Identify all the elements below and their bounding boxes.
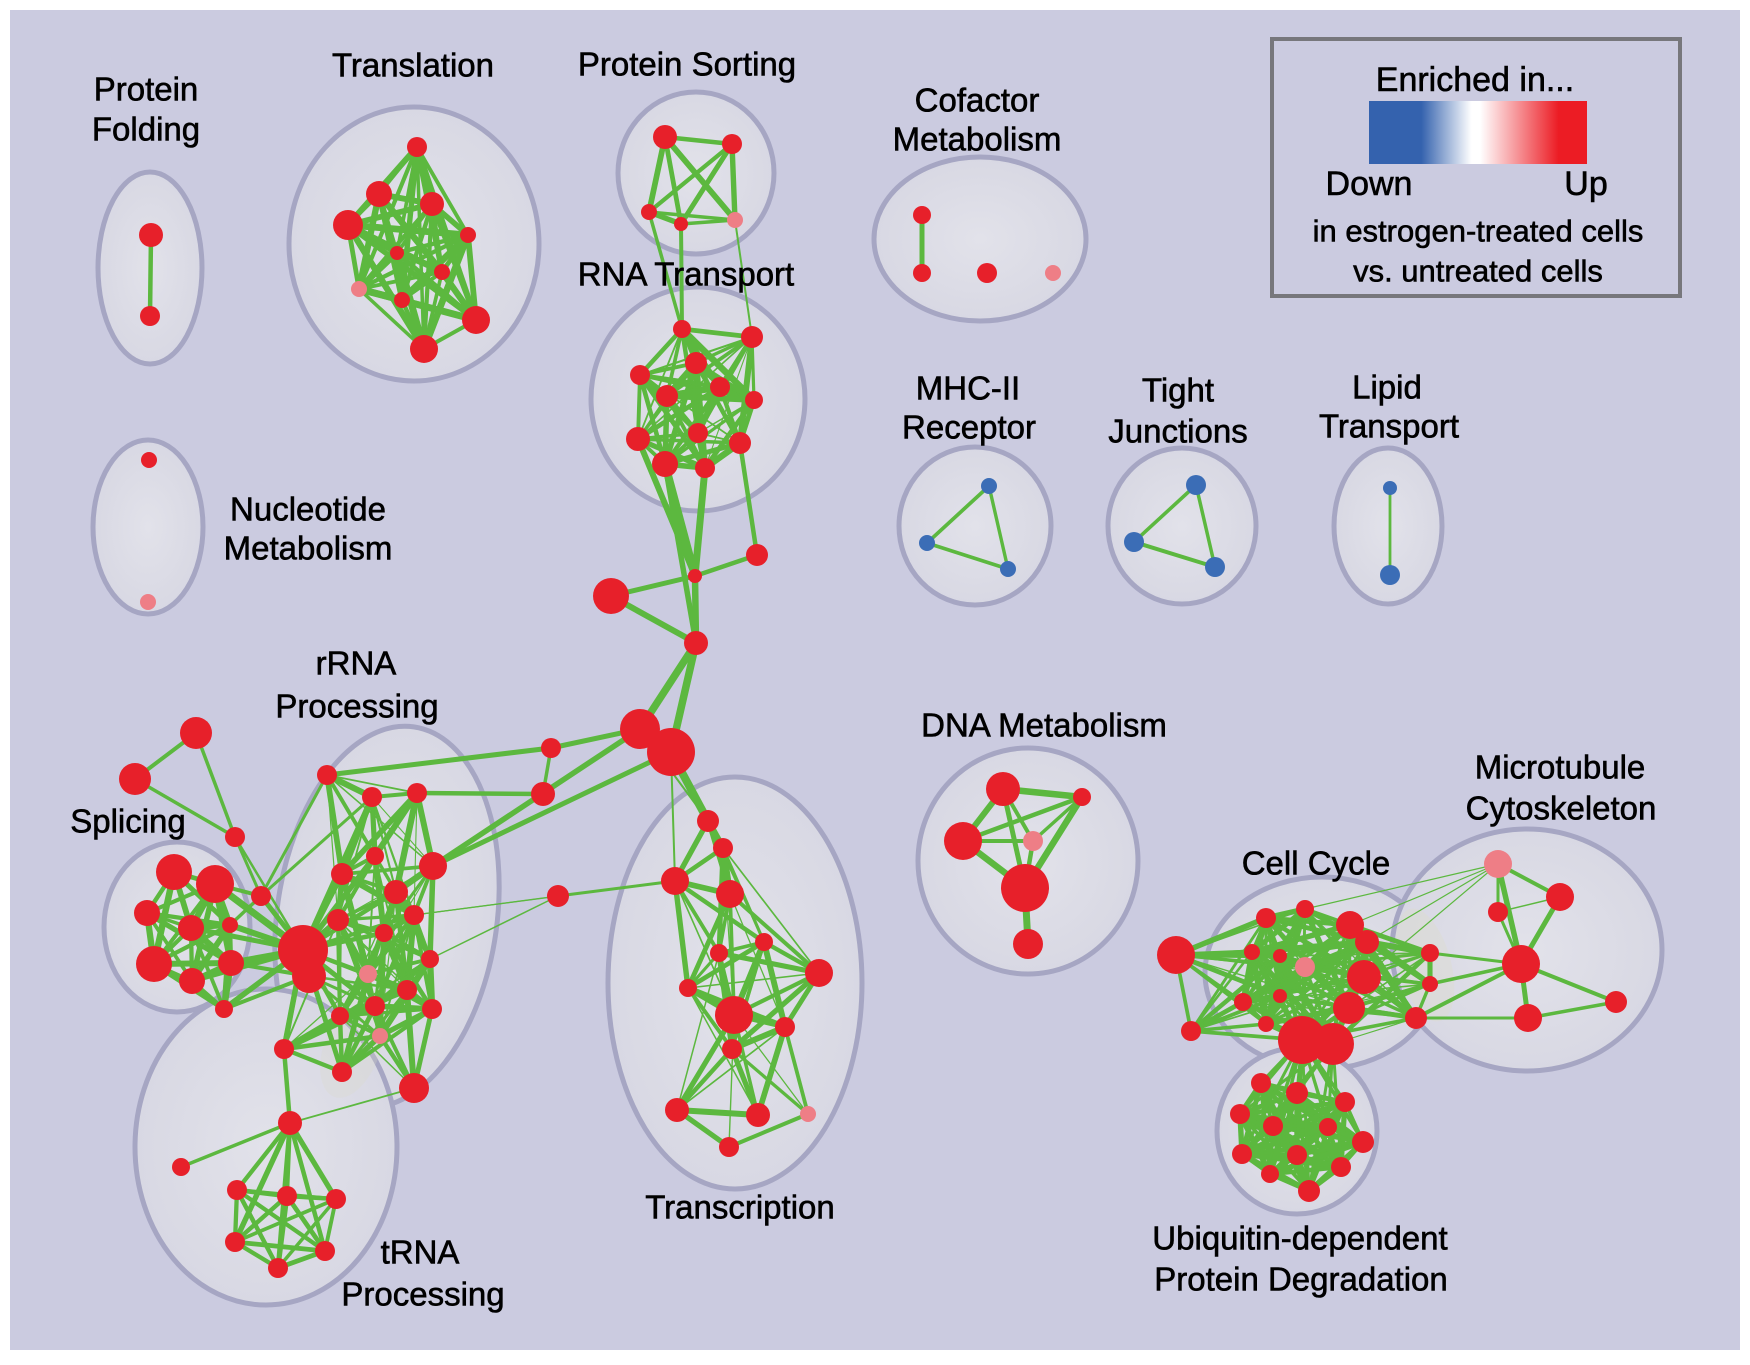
svg-text:Metabolism: Metabolism <box>224 530 393 567</box>
svg-text:Lipid: Lipid <box>1352 369 1422 406</box>
svg-text:Metabolism: Metabolism <box>893 121 1062 158</box>
svg-text:Ubiquitin-dependent: Ubiquitin-dependent <box>1152 1220 1447 1257</box>
svg-text:Cell Cycle: Cell Cycle <box>1242 845 1391 882</box>
svg-text:Nucleotide: Nucleotide <box>230 491 386 528</box>
svg-text:Junctions: Junctions <box>1108 413 1247 450</box>
svg-text:Folding: Folding <box>92 111 200 148</box>
svg-text:Enriched in...: Enriched in... <box>1376 61 1574 99</box>
svg-text:tRNA: tRNA <box>381 1234 460 1271</box>
svg-text:Microtubule: Microtubule <box>1475 749 1646 786</box>
svg-text:Transport: Transport <box>1319 408 1459 445</box>
svg-text:Protein Sorting: Protein Sorting <box>578 46 796 83</box>
svg-text:rRNA: rRNA <box>316 645 397 682</box>
svg-text:DNA Metabolism: DNA Metabolism <box>921 707 1167 744</box>
svg-text:MHC-II: MHC-II <box>916 370 1020 407</box>
svg-text:Receptor: Receptor <box>902 409 1036 446</box>
svg-text:Splicing: Splicing <box>70 803 186 840</box>
svg-text:Processing: Processing <box>275 688 438 725</box>
svg-text:Protein: Protein <box>94 71 199 108</box>
svg-text:Cofactor: Cofactor <box>915 82 1040 119</box>
svg-text:Translation: Translation <box>332 47 494 84</box>
svg-text:Protein Degradation: Protein Degradation <box>1154 1261 1448 1298</box>
svg-text:Up: Up <box>1564 165 1607 203</box>
svg-text:Processing: Processing <box>341 1276 504 1313</box>
svg-text:Down: Down <box>1326 165 1413 203</box>
svg-text:vs. untreated cells: vs. untreated cells <box>1353 254 1603 289</box>
svg-text:RNA Transport: RNA Transport <box>578 256 794 293</box>
svg-text:Cytoskeleton: Cytoskeleton <box>1466 790 1657 827</box>
svg-text:Transcription: Transcription <box>645 1189 835 1226</box>
svg-text:Tight: Tight <box>1142 372 1214 409</box>
svg-text:in estrogen-treated cells: in estrogen-treated cells <box>1313 214 1644 249</box>
